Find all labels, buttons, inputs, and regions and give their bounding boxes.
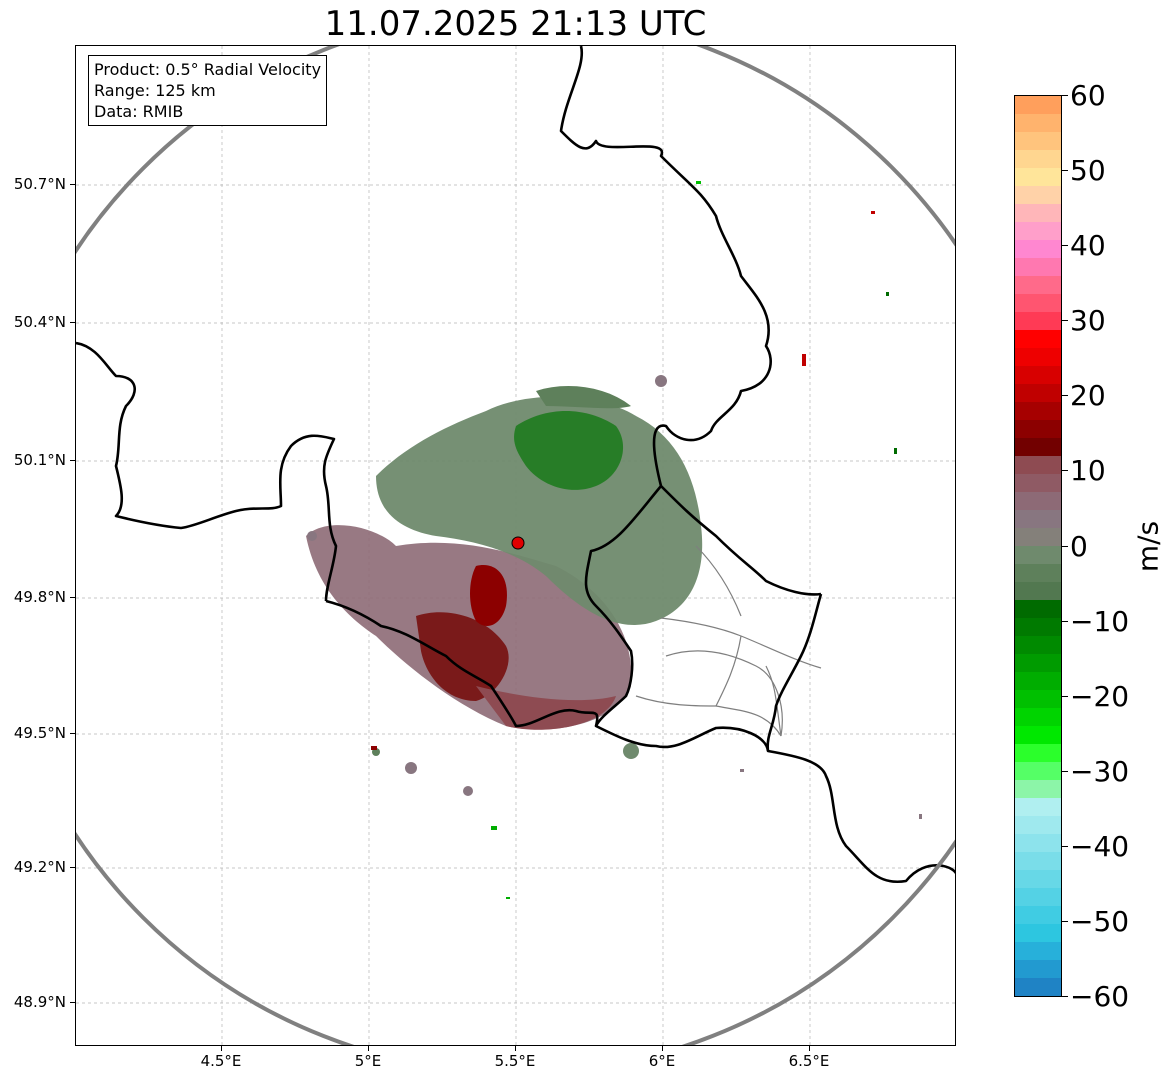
colorbar-label: −50	[1070, 905, 1130, 938]
radar-map[interactable]	[75, 45, 956, 1046]
colorbar-tick	[1062, 95, 1068, 96]
x-tick	[809, 1046, 810, 1051]
echo-receding-core	[416, 612, 509, 701]
product-info-box: Product: 0.5° Radial Velocity Range: 125…	[88, 55, 328, 126]
y-tick-label: 50.7°N	[13, 175, 66, 193]
echo-speck	[886, 292, 889, 296]
y-tick-label: 50.1°N	[13, 451, 66, 469]
y-tick	[70, 597, 75, 598]
colorbar-label: 10	[1070, 454, 1106, 487]
colorbar-unit: m/s	[1131, 520, 1165, 573]
y-tick-label: 48.9°N	[13, 993, 66, 1011]
echo-speck	[506, 897, 510, 899]
echo-approaching-north	[536, 386, 631, 409]
echo-cluster	[463, 786, 473, 796]
colorbar-tick	[1062, 170, 1068, 171]
border-belgium-germany	[559, 46, 822, 596]
colorbar-label: 60	[1070, 79, 1106, 112]
x-tick	[662, 1046, 663, 1051]
x-tick-label: 6°E	[648, 1052, 676, 1070]
y-tick	[70, 733, 75, 734]
canton-boundaries	[635, 545, 822, 737]
echo-cluster	[623, 743, 639, 759]
y-tick-label: 49.2°N	[13, 858, 66, 876]
colorbar-tick	[1062, 771, 1068, 772]
echo-cluster	[405, 762, 417, 774]
y-tick	[70, 867, 75, 868]
radar-site-marker	[511, 536, 525, 550]
border-france-west	[76, 341, 338, 602]
product-label: Product: 0.5° Radial Velocity	[94, 60, 322, 79]
colorbar-label: 0	[1070, 530, 1088, 563]
data-source-label: Data: RMIB	[94, 102, 184, 121]
map-title: 11.07.2025 21:13 UTC	[324, 4, 707, 44]
colorbar-tick	[1062, 245, 1068, 246]
echo-speck	[894, 448, 897, 454]
x-tick-label: 5°E	[354, 1052, 382, 1070]
y-tick	[70, 1002, 75, 1003]
colorbar-label: 50	[1070, 154, 1106, 187]
country-borders	[76, 46, 955, 884]
x-tick-label: 5.5°E	[494, 1052, 536, 1070]
colorbar-tick	[1062, 320, 1068, 321]
colorbar-label: −10	[1070, 605, 1130, 638]
border-france-south	[325, 599, 955, 884]
colorbar-tick	[1062, 395, 1068, 396]
x-tick	[515, 1046, 516, 1051]
echo-cluster	[655, 375, 667, 387]
colorbar-tick	[1062, 696, 1068, 697]
y-tick-label: 50.4°N	[13, 313, 66, 331]
colorbar-tick	[1062, 846, 1068, 847]
echo-speck	[740, 769, 744, 772]
x-tick	[221, 1046, 222, 1051]
y-tick-label: 49.8°N	[13, 588, 66, 606]
echo-speck	[802, 354, 806, 366]
border-luxembourg-east	[766, 593, 823, 752]
x-tick-label: 6.5°E	[788, 1052, 830, 1070]
colorbar-tick	[1062, 470, 1068, 471]
colorbar-label: −20	[1070, 680, 1130, 713]
colorbar-label: 30	[1070, 304, 1106, 337]
colorbar-label: −40	[1070, 830, 1130, 863]
map-canvas	[76, 46, 955, 1045]
velocity-colorbar	[1014, 95, 1062, 997]
echo-speck	[919, 814, 922, 819]
y-tick-label: 49.5°N	[13, 724, 66, 742]
colorbar-label: −60	[1070, 980, 1130, 1013]
echo-speck	[371, 746, 377, 750]
range-label: Range: 125 km	[94, 81, 216, 100]
colorbar-label: 20	[1070, 379, 1106, 412]
echo-receding-core2	[470, 565, 507, 626]
velocity-echoes	[306, 181, 922, 899]
colorbar-label: −30	[1070, 755, 1130, 788]
x-tick-label: 4.5°E	[200, 1052, 242, 1070]
echo-speck	[696, 181, 701, 184]
x-tick	[368, 1046, 369, 1051]
colorbar-label: 40	[1070, 229, 1106, 262]
echo-approaching-core	[514, 411, 624, 490]
y-tick	[70, 184, 75, 185]
y-tick	[70, 460, 75, 461]
echo-cluster	[307, 531, 317, 541]
colorbar-tick	[1062, 996, 1068, 997]
echo-speck	[871, 211, 875, 214]
y-tick	[70, 322, 75, 323]
echo-speck	[491, 826, 497, 830]
colorbar-tick	[1062, 921, 1068, 922]
border-belgium-luxembourg	[584, 485, 662, 727]
colorbar-tick	[1062, 546, 1068, 547]
colorbar-tick	[1062, 621, 1068, 622]
